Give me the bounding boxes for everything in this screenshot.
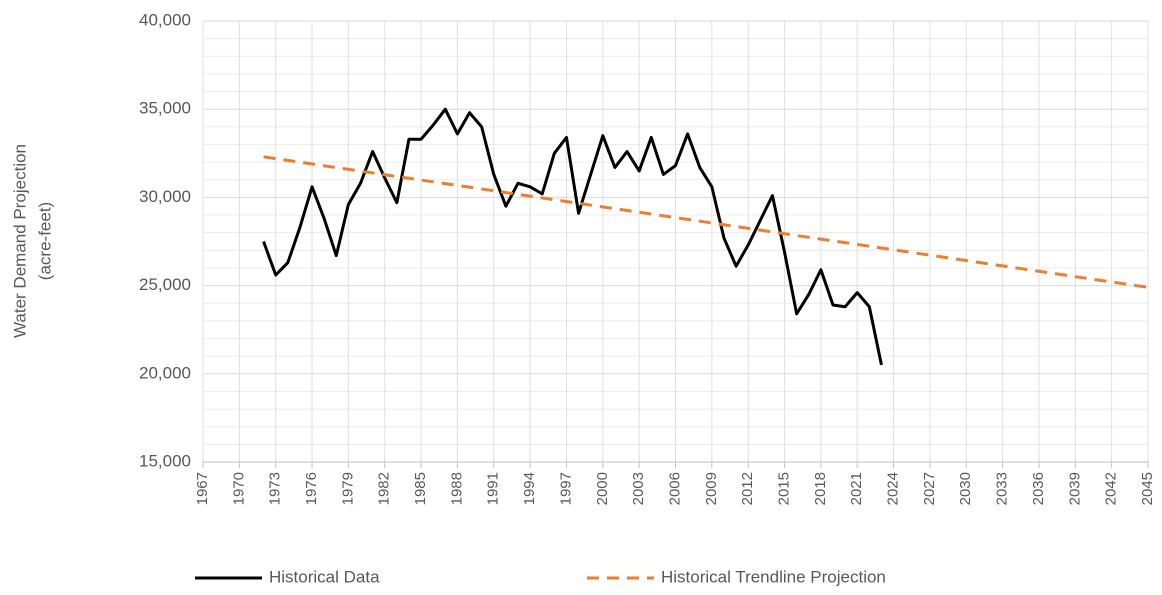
x-tick-label: 2045 (1139, 472, 1156, 505)
y-axis-label: Water Demand Projection (acre-feet) (10, 144, 54, 338)
x-tick-label: 1988 (448, 472, 465, 505)
x-tick-label: 1994 (521, 472, 538, 505)
x-tick-label: 1985 (412, 472, 429, 505)
x-tick-label: 2009 (703, 472, 720, 505)
x-tick-label: 2015 (776, 472, 793, 505)
y-tick-label: 20,000 (139, 363, 191, 382)
x-tick-label: 1976 (303, 472, 320, 505)
x-tick-label: 2030 (957, 472, 974, 505)
x-tick-label: 1970 (230, 472, 247, 505)
y-tick-label: 40,000 (139, 10, 191, 29)
legend-label: Historical Trendline Projection (661, 567, 886, 586)
y-tick-label: 30,000 (139, 187, 191, 206)
x-tick-label: 2021 (848, 472, 865, 505)
x-tick-label: 2000 (594, 472, 611, 505)
x-tick-label: 2036 (1030, 472, 1047, 505)
x-tick-label: 2018 (812, 472, 829, 505)
x-tick-label: 1997 (557, 472, 574, 505)
y-axis-label-line: Water Demand Projection (10, 144, 29, 338)
data-line (263, 155, 1149, 289)
x-tick-label: 2042 (1103, 472, 1120, 505)
y-tick-label: 15,000 (139, 451, 191, 470)
x-tick-label: 1982 (376, 472, 393, 505)
y-tick-label: 25,000 (139, 275, 191, 294)
x-tick-label: 2003 (630, 472, 647, 505)
x-tick-label: 1973 (267, 472, 284, 505)
legend-item: Historical Data (195, 567, 380, 586)
y-tick-label: 35,000 (139, 99, 191, 118)
x-tick-label: 2033 (994, 472, 1011, 505)
x-tick-label: 2027 (921, 472, 938, 505)
x-tick-label: 2039 (1066, 472, 1083, 505)
x-tick-label: 1967 (194, 472, 211, 505)
x-tick-label: 1979 (339, 472, 356, 505)
legend-label: Historical Data (269, 567, 380, 586)
legend-item: Historical Trendline Projection (587, 567, 886, 586)
y-axis-label-line: (acre-feet) (35, 202, 54, 280)
x-tick-label: 2006 (666, 472, 683, 505)
x-tick-label: 2024 (885, 472, 902, 505)
x-tick-label: 1991 (485, 472, 502, 505)
data-line (262, 107, 883, 366)
x-tick-label: 2012 (739, 472, 756, 505)
